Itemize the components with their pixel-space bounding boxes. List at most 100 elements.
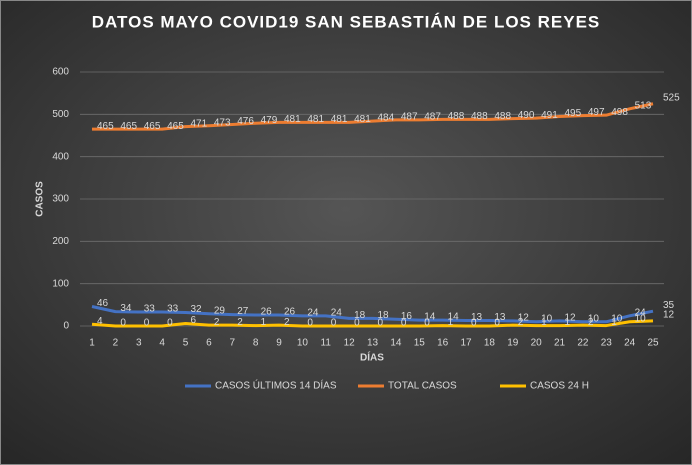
data-label: 2 [518, 317, 524, 328]
x-tick-label: 11 [321, 338, 332, 349]
data-label: 491 [541, 110, 558, 121]
y-tick-label: 200 [52, 236, 69, 247]
data-label: 481 [331, 114, 348, 125]
data-label: 14 [424, 312, 436, 323]
data-label: 1 [565, 317, 571, 328]
data-label: 6 [191, 315, 197, 326]
data-label: 481 [354, 114, 371, 125]
data-label: 481 [284, 114, 301, 125]
data-label: 24 [635, 307, 647, 318]
data-label: 0 [307, 318, 313, 329]
data-label: 1 [611, 317, 617, 328]
data-label: 12 [663, 310, 675, 321]
y-tick-label: 600 [52, 67, 69, 78]
data-label: 0 [401, 318, 407, 329]
data-label: 0 [120, 318, 126, 329]
data-label: 0 [471, 318, 477, 329]
data-label: 498 [611, 107, 628, 118]
x-tick-label: 24 [624, 338, 636, 349]
data-label: 33 [144, 304, 156, 315]
data-label: 0 [354, 318, 360, 329]
data-label: 0 [331, 318, 337, 329]
series-line [91, 305, 654, 324]
series-line [92, 102, 654, 131]
data-label: 495 [565, 108, 582, 119]
x-tick-label: 2 [113, 338, 119, 349]
data-label: 26 [284, 307, 296, 318]
legend-label: CASOS ÚLTIMOS 14 DÍAS [215, 379, 337, 392]
x-tick-label: 7 [229, 338, 235, 349]
data-label: 16 [401, 311, 413, 322]
data-label: 479 [261, 115, 278, 126]
x-tick-label: 10 [297, 338, 309, 349]
data-label: 4 [97, 316, 103, 327]
x-tick-label: 22 [577, 338, 589, 349]
data-label: 465 [144, 121, 161, 132]
x-tick-label: 12 [344, 338, 356, 349]
x-tick-label: 5 [183, 338, 189, 349]
y-axis-label: CASOS [35, 181, 46, 217]
data-label: 12 [518, 313, 530, 324]
x-axis-label: DÍAS [360, 351, 384, 364]
data-label: 10 [611, 313, 623, 324]
data-label: 13 [471, 312, 483, 323]
data-label: 27 [237, 306, 249, 317]
data-label: 29 [214, 305, 226, 316]
x-tick-label: 20 [531, 338, 543, 349]
y-tick-label: 0 [63, 321, 69, 332]
x-tick-label: 8 [253, 338, 259, 349]
data-label: 465 [120, 121, 137, 132]
data-label: 35 [663, 300, 675, 311]
data-label: 488 [494, 111, 511, 122]
data-label: 2 [588, 317, 594, 328]
data-label: 476 [237, 116, 254, 127]
y-tick-label: 300 [52, 194, 69, 205]
data-label: 0 [424, 318, 430, 329]
data-label: 2 [214, 317, 220, 328]
data-label: 487 [401, 111, 418, 122]
y-tick-label: 100 [52, 278, 69, 289]
x-tick-label: 4 [159, 338, 165, 349]
data-label: 12 [565, 313, 577, 324]
data-label: 0 [494, 318, 500, 329]
data-label: 497 [588, 107, 605, 118]
y-tick-label: 500 [52, 109, 69, 120]
data-label: 2 [284, 317, 290, 328]
data-label: 14 [448, 312, 460, 323]
x-tick-label: 6 [206, 338, 212, 349]
x-tick-label: 19 [507, 338, 519, 349]
data-label: 465 [97, 121, 114, 132]
data-label: 488 [471, 111, 488, 122]
x-tick-label: 16 [437, 338, 449, 349]
data-label: 18 [378, 310, 390, 321]
data-label: 2 [237, 317, 243, 328]
x-tick-label: 25 [647, 338, 659, 349]
data-label: 13 [494, 312, 506, 323]
data-label: 34 [120, 303, 132, 314]
data-label: 481 [307, 114, 324, 125]
data-label: 487 [424, 111, 441, 122]
data-label: 490 [518, 110, 535, 121]
data-label: 24 [307, 307, 319, 318]
legend-label: CASOS 24 H [530, 381, 589, 392]
data-label: 484 [378, 113, 395, 124]
data-label: 10 [541, 313, 553, 324]
data-label: 513 [635, 100, 652, 111]
x-tick-label: 1 [89, 338, 95, 349]
data-label: 0 [144, 318, 150, 329]
data-label: 26 [261, 307, 273, 318]
data-label: 24 [331, 307, 343, 318]
x-tick-label: 14 [390, 338, 402, 349]
y-tick-label: 400 [52, 151, 69, 162]
data-label: 1 [541, 317, 547, 328]
legend-label: TOTAL CASOS [388, 381, 457, 392]
data-label: 0 [378, 318, 384, 329]
data-label: 0 [167, 318, 173, 329]
data-label: 1 [261, 317, 267, 328]
data-label: 18 [354, 310, 366, 321]
data-label: 33 [167, 304, 179, 315]
chart-title: DATOS MAYO COVID19 SAN SEBASTIÁN DE LOS … [92, 12, 601, 31]
x-tick-label: 21 [554, 338, 566, 349]
data-label: 46 [97, 298, 109, 309]
data-label: 32 [191, 304, 203, 315]
